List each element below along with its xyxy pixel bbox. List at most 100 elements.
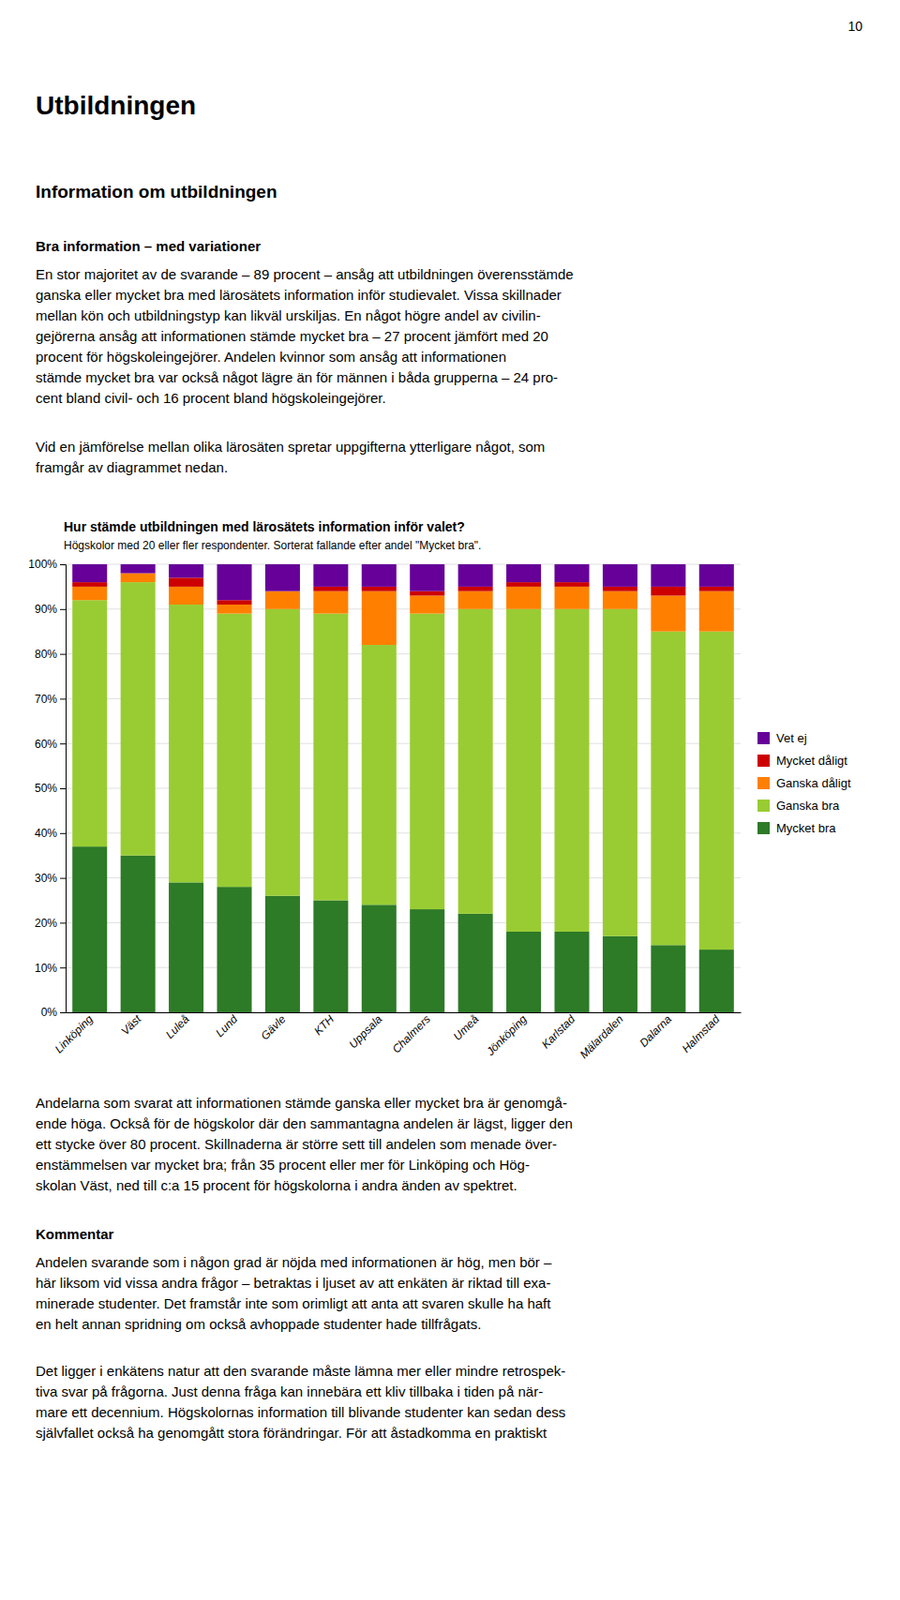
x-tick-label: Karlstad bbox=[539, 1012, 578, 1051]
x-tick: Uppsala bbox=[345, 1012, 385, 1051]
bar-segment bbox=[458, 609, 494, 915]
x-tick-label: Uppsala bbox=[345, 1012, 385, 1051]
bar-segment bbox=[168, 564, 204, 578]
y-tick-mark bbox=[60, 788, 66, 790]
bar-segment bbox=[265, 591, 300, 610]
bar-segment bbox=[409, 564, 445, 592]
bar-segment bbox=[458, 564, 494, 587]
section-title: Information om utbildningen bbox=[35, 181, 278, 202]
bar-segment bbox=[313, 586, 348, 592]
paragraph-line: mellan kön och utbildningstyp kan likväl… bbox=[35, 307, 541, 324]
bar-segment bbox=[72, 564, 107, 583]
bar-segment bbox=[313, 614, 348, 901]
legend-item: Vet ej bbox=[757, 731, 808, 746]
bar-segment bbox=[120, 573, 156, 584]
paragraph-line: Andelarna som svarat att informationen s… bbox=[35, 1095, 568, 1111]
y-tick-mark bbox=[60, 609, 66, 611]
y-tick: 20% bbox=[34, 916, 66, 930]
y-tick: 50% bbox=[34, 781, 66, 795]
bar-segment bbox=[265, 564, 300, 592]
bar-segment bbox=[554, 582, 589, 587]
y-tick: 30% bbox=[34, 871, 66, 885]
bar-segment bbox=[699, 949, 735, 1013]
bar-segment bbox=[265, 896, 300, 1013]
grid-line bbox=[65, 788, 741, 790]
legend-label: Ganska dåligt bbox=[776, 776, 852, 791]
legend-swatch bbox=[757, 799, 770, 812]
x-tick-label: Jönköping bbox=[482, 1012, 530, 1060]
bar-segment bbox=[216, 564, 252, 600]
x-tick: Karlstad bbox=[539, 1012, 578, 1051]
paragraph-line: här liksom vid vissa andra frågor – betr… bbox=[35, 1275, 551, 1291]
y-axis-line bbox=[60, 565, 67, 1014]
bar-segment bbox=[554, 609, 589, 932]
x-tick-label: Dalarna bbox=[636, 1012, 675, 1050]
legend-swatch bbox=[757, 777, 770, 790]
paragraph-line: enstämmelsen var mycket bra; från 35 pro… bbox=[35, 1156, 530, 1173]
grid-line bbox=[65, 922, 741, 924]
x-tick-label: Gävle bbox=[257, 1012, 288, 1043]
y-tick-label: 80% bbox=[34, 647, 58, 661]
paragraph-line: procent för högskoleingejörer. Andelen k… bbox=[35, 348, 507, 365]
x-tick: Halmstad bbox=[679, 1012, 723, 1056]
legend-swatch bbox=[757, 822, 770, 835]
x-tick-label: Lund bbox=[212, 1012, 240, 1040]
page: 10UtbildningenInformation om utbildninge… bbox=[0, 0, 900, 1600]
x-tick: Chalmers bbox=[390, 1012, 434, 1056]
grid-line bbox=[65, 1012, 741, 1014]
bar-segment bbox=[699, 586, 735, 592]
legend-item: Mycket bra bbox=[757, 821, 837, 836]
bar-segment bbox=[506, 586, 541, 610]
y-tick: 80% bbox=[34, 647, 66, 661]
x-tick: Lund bbox=[212, 1012, 240, 1040]
y-tick-mark bbox=[60, 967, 66, 969]
y-tick: 70% bbox=[34, 692, 66, 706]
bar-segment bbox=[361, 586, 397, 592]
y-tick-label: 10% bbox=[34, 961, 58, 975]
y-tick-label: 90% bbox=[34, 602, 58, 616]
legend-swatch bbox=[757, 754, 770, 767]
chart-subtitle: Högskolor med 20 eller fler respondenter… bbox=[63, 539, 481, 553]
x-tick: Mälardalen bbox=[577, 1012, 627, 1062]
y-tick-mark bbox=[60, 654, 66, 656]
x-tick: KTH bbox=[311, 1012, 337, 1038]
bar-segment bbox=[458, 586, 494, 592]
bar-segment bbox=[313, 591, 348, 615]
bar-segment bbox=[506, 931, 541, 1013]
bar-segment bbox=[458, 591, 494, 610]
y-tick: 60% bbox=[34, 737, 66, 751]
bar-segment bbox=[168, 604, 204, 883]
paragraph-line: stämde mycket bra var också något lägre … bbox=[35, 369, 558, 386]
bar-segment bbox=[602, 586, 638, 592]
x-tick: Umeå bbox=[450, 1012, 482, 1044]
bar-segment bbox=[506, 609, 541, 932]
bar-segment bbox=[216, 614, 252, 888]
grid-line bbox=[65, 967, 741, 969]
chart: Hur stämde utbildningen med lärosätets i… bbox=[28, 519, 852, 1062]
bar-segment bbox=[650, 631, 686, 946]
paragraph-line: en helt annan spridning om också avhoppa… bbox=[35, 1316, 481, 1333]
y-tick-mark bbox=[60, 698, 66, 700]
y-tick-label: 20% bbox=[34, 916, 58, 930]
paragraph-line: minerade studenter. Det framstår inte so… bbox=[35, 1295, 552, 1312]
x-tick-label: Linköping bbox=[52, 1012, 96, 1056]
paragraph-line: ende höga. Också för de högskolor där de… bbox=[35, 1115, 573, 1132]
bar-segment bbox=[409, 614, 445, 910]
grid bbox=[65, 564, 741, 1013]
y-tick: 100% bbox=[28, 557, 66, 571]
bar-segment bbox=[313, 900, 348, 1014]
x-tick: Dalarna bbox=[636, 1012, 675, 1050]
grid-line bbox=[65, 877, 741, 879]
bar-segment bbox=[361, 904, 397, 1013]
bar-segment bbox=[602, 936, 638, 1013]
paragraph-line: framgår av diagrammet nedan. bbox=[35, 459, 228, 476]
x-tick-label: KTH bbox=[311, 1012, 337, 1038]
y-tick-mark bbox=[60, 1012, 66, 1014]
grid-line bbox=[65, 698, 741, 700]
bar-segment bbox=[216, 604, 252, 615]
y-tick-label: 100% bbox=[28, 557, 58, 571]
bar-segment bbox=[602, 564, 638, 587]
comment-heading: Kommentar bbox=[35, 1226, 115, 1243]
bar-segment bbox=[602, 591, 638, 610]
y-tick-mark bbox=[60, 833, 66, 835]
